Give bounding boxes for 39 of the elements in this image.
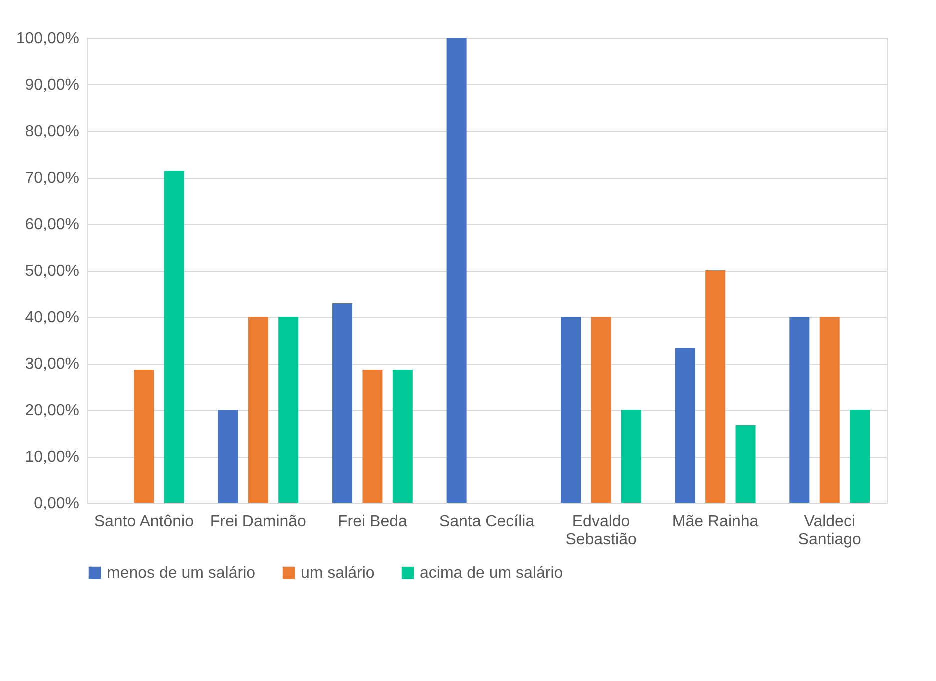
y-tick-label: 0,00% bbox=[34, 496, 80, 512]
bar bbox=[248, 317, 268, 503]
bar bbox=[164, 170, 184, 503]
y-tick-label: 70,00% bbox=[25, 170, 80, 187]
x-tick-label: Valdeci Santiago bbox=[798, 514, 862, 548]
legend-label: menos de um salário bbox=[107, 565, 256, 582]
bar bbox=[591, 317, 612, 503]
bar bbox=[675, 348, 696, 503]
bar bbox=[446, 38, 467, 503]
bar bbox=[278, 317, 299, 503]
y-tick-label: 90,00% bbox=[25, 77, 80, 94]
y-tick-label: 30,00% bbox=[25, 356, 80, 373]
y-tick-label: 60,00% bbox=[25, 216, 80, 234]
y-tick-label: 10,00% bbox=[25, 449, 80, 466]
y-tick-label: 80,00% bbox=[25, 124, 80, 140]
bar bbox=[790, 317, 810, 503]
y-tick-label: 100,00% bbox=[16, 30, 80, 48]
bar bbox=[392, 370, 413, 503]
legend-label: um salário bbox=[301, 565, 375, 582]
bar bbox=[820, 317, 840, 503]
x-tick-label: Mãe Rainha bbox=[672, 514, 759, 530]
y-tick-label: 20,00% bbox=[25, 402, 80, 420]
bar bbox=[332, 304, 353, 503]
bar bbox=[134, 370, 154, 503]
bar bbox=[621, 410, 642, 503]
legend-label: acima de um salário bbox=[420, 565, 564, 582]
x-tick-label: Frei Daminão bbox=[210, 514, 307, 530]
bar bbox=[362, 370, 383, 503]
y-tick-label: 50,00% bbox=[25, 263, 80, 280]
bar bbox=[706, 270, 726, 503]
y-tick-label: 40,00% bbox=[25, 310, 80, 326]
x-tick-label: Frei Beda bbox=[338, 514, 408, 530]
bar bbox=[218, 410, 238, 503]
x-tick-label: Santo Antônio bbox=[94, 514, 194, 530]
x-tick-label: Santa Cecília bbox=[439, 514, 535, 530]
bar bbox=[736, 425, 756, 503]
bar bbox=[850, 410, 870, 503]
x-tick-label: Edvaldo Sebastião bbox=[566, 514, 637, 548]
bar bbox=[561, 317, 582, 503]
